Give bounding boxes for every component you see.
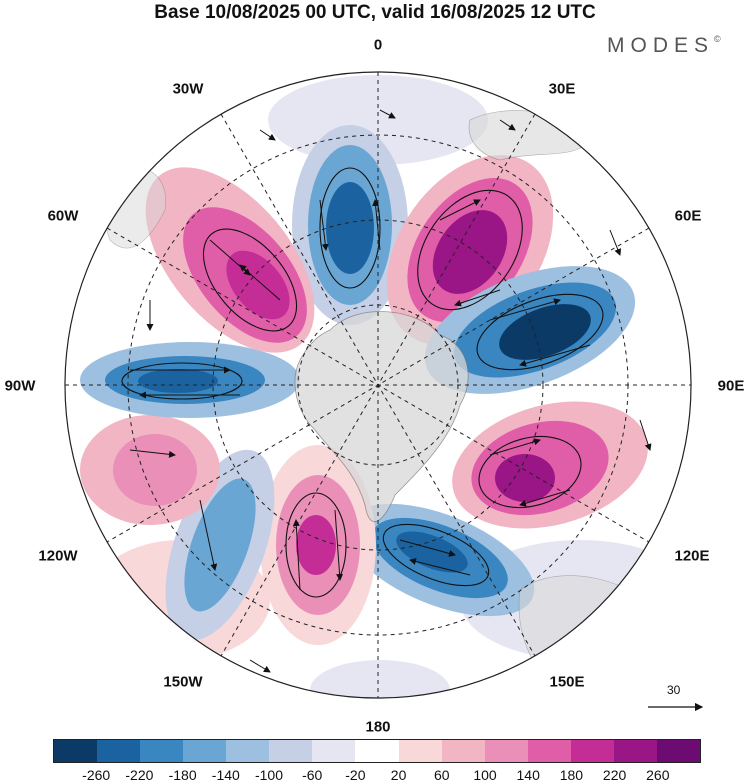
colorbar-swatch — [97, 740, 141, 762]
wind-vector — [519, 344, 591, 367]
anomaly-pos-30e-core — [432, 210, 508, 294]
colorbar-tick-label: 100 — [473, 767, 497, 783]
lon-label-0: 0 — [373, 36, 383, 54]
wind-vector — [259, 129, 276, 141]
colorbar-swatch — [570, 740, 614, 762]
contour — [476, 293, 604, 371]
wind-vector — [639, 419, 652, 451]
anomaly-neg-140w-core — [184, 478, 256, 612]
wind-vector — [489, 438, 541, 456]
lon-label-60w: 60W — [47, 207, 79, 225]
contour — [417, 189, 523, 311]
colorbar-tick-label: -100 — [254, 767, 284, 783]
colorbar-tick-label: 20 — [390, 767, 407, 783]
lon-label-150e: 150E — [549, 673, 585, 691]
anomaly-pos-110e-core — [495, 454, 555, 502]
lon-label-150w: 150W — [163, 673, 203, 691]
wind-vector — [249, 659, 271, 673]
colorbar-swatch — [226, 740, 270, 762]
wind-vector — [609, 229, 622, 256]
colorbar-swatch — [484, 740, 528, 762]
colorbar — [53, 739, 701, 763]
colorbar-swatch — [441, 740, 485, 762]
wind-vector — [372, 199, 381, 251]
wind-vector — [439, 199, 481, 221]
contour — [382, 523, 490, 587]
anomaly-faint-bottom — [310, 660, 450, 698]
wind-vector — [409, 558, 471, 576]
colorbar-tick-label: 180 — [559, 767, 584, 783]
anomaly-neg-85w-core — [138, 369, 218, 393]
australia-landmass — [518, 575, 661, 691]
colorbar-swatch — [183, 740, 227, 762]
wind-vector — [239, 264, 281, 301]
colorbar-swatch — [656, 740, 700, 762]
colorbar-tick-label: 260 — [646, 767, 670, 783]
colorbar-swatch — [312, 740, 356, 762]
wind-vector — [454, 289, 501, 307]
reference-vector-label: 30 — [667, 683, 681, 697]
colorbar-tick-label: -20 — [345, 767, 366, 783]
meridian-line — [106, 227, 650, 543]
wind-vectors — [129, 109, 652, 673]
colorbar-swatch — [140, 740, 184, 762]
contour — [285, 492, 347, 598]
contour — [121, 362, 243, 400]
graticule — [65, 72, 691, 698]
wind-vector — [519, 489, 571, 507]
colorbar-swatch — [355, 740, 399, 762]
anomaly-neg-0-core — [326, 182, 374, 274]
colorbar-tick-label: 60 — [434, 767, 450, 783]
contour — [202, 228, 298, 332]
colorbar-tick-label: -140 — [211, 767, 240, 783]
anomaly-neg-160e-core — [396, 531, 468, 573]
colorbar-tick-label: 220 — [602, 767, 627, 783]
contour — [478, 435, 582, 509]
colorbar-swatch — [269, 740, 313, 762]
map-border — [64, 71, 692, 699]
lon-label-30e: 30E — [548, 80, 576, 98]
lon-label-60e: 60E — [674, 207, 702, 225]
lon-label-120e: 120E — [674, 547, 710, 565]
anomaly-pos-160w-core — [296, 515, 336, 575]
wind-vector — [334, 509, 344, 581]
anomaly-neg-70e-core — [499, 304, 591, 360]
contour-lines — [121, 167, 604, 598]
lon-label-30w: 30W — [172, 80, 204, 98]
wind-vector — [199, 499, 218, 571]
lon-label-180: 180 — [365, 718, 391, 736]
colorbar-tick-label: -220 — [125, 767, 154, 783]
map-title: Base 10/08/2025 00 UTC, valid 16/08/2025… — [154, 2, 596, 23]
brand-logo: MODES© — [607, 34, 721, 58]
colorbar-swatch — [613, 740, 657, 762]
colorbar-swatch — [54, 740, 98, 762]
lon-label-90w: 90W — [4, 377, 36, 395]
wind-vector — [399, 539, 456, 557]
wind-vector — [292, 519, 301, 591]
colorbar-swatch — [398, 740, 442, 762]
colorbar-tick-label: 140 — [516, 767, 540, 783]
brand-mark: © — [714, 34, 721, 44]
brand-name: MODES — [607, 34, 715, 57]
wind-vector — [129, 449, 176, 458]
lon-label-90e: 90E — [717, 377, 745, 395]
wind-vector — [489, 298, 561, 321]
wind-vector — [499, 119, 516, 131]
wind-vector — [379, 109, 396, 119]
colorbar-tick-label: -260 — [82, 767, 111, 783]
colorbar-tick-label: -180 — [168, 767, 197, 783]
colorbar-swatch — [527, 740, 571, 762]
wind-vector — [559, 639, 576, 666]
lon-label-120w: 120W — [38, 547, 78, 565]
antarctica-landmass — [294, 311, 469, 522]
wind-vector — [319, 199, 329, 251]
contour — [319, 167, 381, 289]
colorbar-tick-label: -60 — [302, 767, 323, 783]
anomaly-pos-120w-core — [113, 434, 197, 506]
